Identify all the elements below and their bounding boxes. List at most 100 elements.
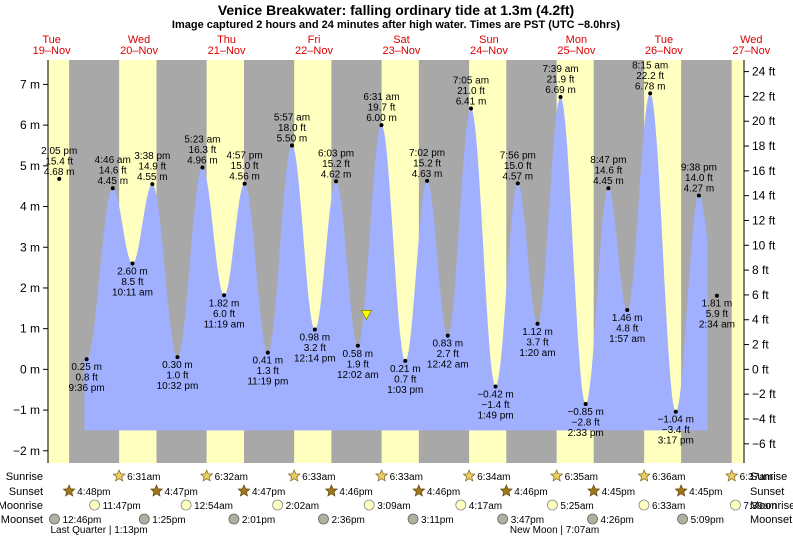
sunset-star-icon <box>587 484 601 497</box>
axes: 7 m 6 m 5 m 4 m 3 m 2 m 1 m 0 m −1 m −2 m 24 ft 22… <box>13 60 776 463</box>
tide-point <box>242 181 247 186</box>
sunset-time: 4:45pm <box>689 487 722 498</box>
sunrise-star-icon <box>200 469 214 482</box>
tide-point <box>175 355 180 360</box>
tide-label: 11:19 pm <box>247 377 288 388</box>
meter-tick-label: 7 m <box>20 77 40 91</box>
moon-phase-label: Last Quarter | 1:13pm <box>50 525 147 536</box>
tide-label: 6:31 am <box>363 92 399 103</box>
tide-label: 0.25 m <box>71 362 102 373</box>
sunset-event: 4:46pm <box>499 484 548 498</box>
moonset-circle-icon <box>228 513 240 525</box>
tide-label: 8:15 am <box>632 60 668 71</box>
sun-moon-almanac: Sunrise Sunrise Sunset Sunset Moonrise Moonri… <box>0 469 793 536</box>
tide-label: 0.30 m <box>162 360 193 371</box>
tide-label: 15.0 ft <box>231 161 259 172</box>
tide-label: 6.00 m <box>366 113 397 124</box>
tide-point <box>84 357 89 362</box>
sunset-event: 4:47pm <box>149 484 198 498</box>
moonset-event: 2:36pm <box>318 513 365 526</box>
sunrise-event: 6:34am <box>462 469 510 483</box>
feet-tick-label: 4 ft <box>752 313 769 327</box>
tide-extreme: 0.25 m0.8 ft9:36 pm <box>69 357 105 394</box>
tide-label: 0.41 m <box>253 356 284 367</box>
sunset-star-icon <box>674 484 688 497</box>
moonrise-time: 3:09am <box>377 501 410 512</box>
tide-point <box>150 182 155 187</box>
almanac-row-label-right: Sunset <box>750 486 784 498</box>
current-tide-marker <box>360 310 373 321</box>
tide-label: 1:57 am <box>609 334 645 345</box>
tide-label: 0.58 m <box>343 349 374 360</box>
tide-label: 21.9 ft <box>547 75 575 86</box>
moonrise-time: 7:39am <box>743 501 776 512</box>
moonrise-event: 2:02am <box>272 499 319 512</box>
tide-label: 14.6 ft <box>594 166 622 177</box>
date-label: 24–Nov <box>470 45 508 57</box>
moonset-time: 5:09pm <box>691 515 724 526</box>
tide-label: 0.83 m <box>432 339 463 350</box>
tide-label: 4.45 m <box>97 176 128 187</box>
feet-tick-label: 0 ft <box>752 362 769 376</box>
tide-extreme: 1.81 m5.9 ft2:34 am <box>699 293 735 331</box>
moonset-event: 12:46pm <box>49 513 101 526</box>
tide-label: 6:03 pm <box>318 148 354 159</box>
tide-label: 4.56 m <box>229 172 260 183</box>
sunset-event: 4:46pm <box>324 484 373 498</box>
tide-label: 2:34 am <box>699 320 735 331</box>
tide-label: 15.4 ft <box>45 156 73 167</box>
sunrise-time: 6:33am <box>390 472 423 483</box>
moonset-time: 12:46pm <box>62 515 101 526</box>
meter-tick-label: 3 m <box>20 240 40 254</box>
tide-label: 2:33 pm <box>568 428 604 439</box>
tide-point <box>403 358 408 363</box>
feet-tick-label: 10 ft <box>752 238 776 252</box>
tide-label: 1.12 m <box>522 327 553 338</box>
tide-label: 3:38 pm <box>134 151 170 162</box>
sunrise-star-icon <box>725 469 739 482</box>
meter-tick-label: 5 m <box>20 159 40 173</box>
tide-label: 15.2 ft <box>322 159 350 170</box>
tide-label: 1:03 pm <box>387 385 423 396</box>
tide-label: 6.41 m <box>456 96 487 107</box>
sunset-star-icon <box>499 484 513 497</box>
tide-point <box>200 165 205 170</box>
tide-label: 1.81 m <box>702 299 733 310</box>
moonrise-circle-icon <box>546 499 558 511</box>
chart-subtitle: Image captured 2 hours and 24 minutes af… <box>172 19 621 31</box>
tide-label: 2.7 ft <box>437 349 459 360</box>
tide-extreme: 1.12 m3.7 ft1:20 am <box>519 321 556 359</box>
tide-point <box>515 181 520 186</box>
tide-label: −1.04 m <box>658 415 694 426</box>
moonrise-event: 6:33am <box>638 499 685 512</box>
moonset-circle-icon <box>49 513 60 525</box>
tide-label: 22.2 ft <box>636 71 664 82</box>
tide-label: 4.68 m <box>44 167 75 178</box>
tide-label: 7:02 pm <box>409 148 445 159</box>
sunrise-event: 6:33am <box>287 469 336 483</box>
tide-point <box>468 106 473 111</box>
sunset-event: 4:45pm <box>674 484 723 498</box>
tide-label: 9:36 pm <box>69 383 105 394</box>
moonset-event: 2:01pm <box>228 513 275 526</box>
tide-label: 12:14 pm <box>294 353 336 364</box>
moonrise-event: 11:47pm <box>89 499 141 512</box>
date-label: 26–Nov <box>645 45 683 57</box>
meter-tick-label: 1 m <box>20 322 40 336</box>
tide-label: 1:49 pm <box>477 410 513 421</box>
moonrise-event: 3:09am <box>363 499 411 512</box>
tide-label: 9:38 pm <box>681 163 717 174</box>
sunset-star-icon <box>62 484 76 497</box>
feet-tick-label: 6 ft <box>752 288 769 302</box>
almanac-row-label-left: Sunset <box>9 486 43 498</box>
tide-label: 14.0 ft <box>685 173 713 184</box>
day-of-week-label: Sun <box>479 34 499 46</box>
moonrise-time: 2:02am <box>286 501 319 512</box>
chart-header: Venice Breakwater: falling ordinary tide… <box>33 2 771 57</box>
